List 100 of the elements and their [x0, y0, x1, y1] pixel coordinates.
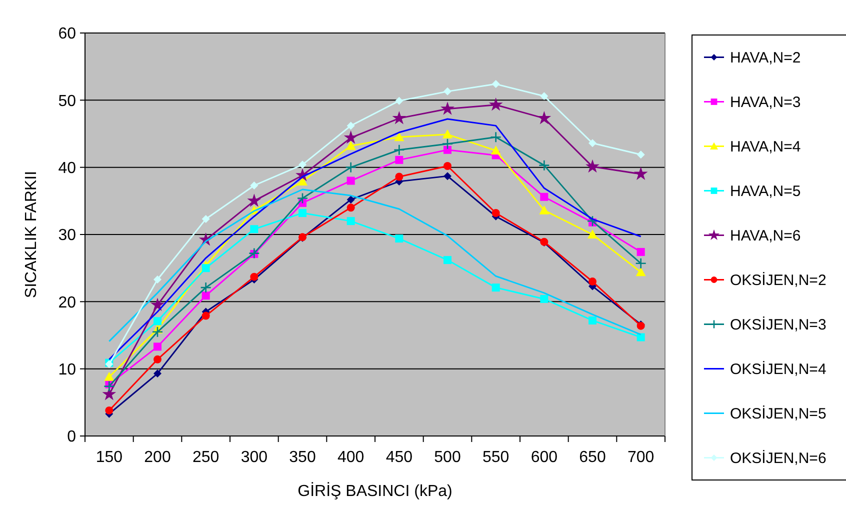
point: [344, 130, 358, 144]
x-tick-label: 350: [289, 449, 316, 466]
y-tick-label: 50: [58, 92, 76, 110]
point: [492, 209, 500, 218]
point: [346, 217, 355, 226]
point: [636, 248, 645, 256]
y-axis-title: SICAKLIK FARKII: [23, 170, 40, 298]
legend-label: OKSİJEN,N=6: [730, 449, 826, 467]
x-axis-title: GİRİŞ BASINCI (kPa): [298, 482, 452, 500]
x-tick-label: 600: [530, 449, 558, 466]
point: [298, 209, 306, 218]
point: [104, 372, 114, 381]
point: [395, 172, 404, 181]
point: [492, 284, 500, 292]
point: [490, 131, 502, 143]
point: [250, 225, 258, 234]
point: [538, 160, 550, 171]
point: [440, 102, 454, 115]
point: [444, 256, 452, 264]
legend-label: OKSİJEN,N=4: [730, 360, 826, 378]
point: [635, 258, 646, 270]
point: [588, 316, 596, 324]
point: [586, 159, 600, 173]
point: [442, 129, 452, 138]
point: [392, 110, 406, 124]
x-tick-label: 200: [144, 449, 171, 466]
point: [104, 380, 115, 392]
point: [540, 294, 548, 303]
point: [588, 139, 596, 148]
x-tick-label: 450: [386, 449, 413, 466]
point: [586, 215, 598, 227]
legend-label: HAVA,N=5: [730, 183, 801, 200]
point: [346, 204, 355, 212]
point: [250, 272, 258, 281]
point: [250, 181, 258, 190]
x-tick-label: 300: [240, 449, 268, 466]
point: [202, 264, 210, 272]
point: [154, 342, 162, 351]
x-tick-label: 550: [482, 449, 510, 466]
legend-label: OKSİJEN,N=5: [730, 404, 826, 422]
point: [394, 132, 404, 142]
point: [442, 138, 454, 150]
x-tick-label: 500: [434, 449, 461, 466]
point: [346, 196, 355, 204]
point: [492, 80, 500, 88]
point: [152, 326, 164, 338]
point: [488, 98, 503, 111]
point: [395, 234, 404, 243]
point: [444, 146, 452, 154]
point: [346, 122, 355, 130]
point: [105, 406, 114, 414]
point: [588, 278, 596, 286]
point: [540, 92, 548, 100]
y-tick-label: 30: [58, 227, 76, 244]
point: [296, 192, 308, 204]
point: [395, 156, 404, 164]
point: [588, 230, 598, 238]
point: [490, 146, 501, 155]
y-tick-label: 10: [58, 361, 76, 378]
x-tick-label: 150: [96, 449, 123, 466]
point: [444, 87, 452, 96]
point: [346, 176, 355, 185]
legend-label: OKSİJEN,N=3: [730, 316, 826, 334]
x-tick-label: 650: [579, 449, 606, 466]
y-tick-label: 0: [67, 428, 76, 446]
point: [444, 172, 452, 180]
point: [247, 194, 262, 207]
legend-label: HAVA,N=3: [730, 94, 801, 111]
point: [636, 333, 645, 342]
point: [345, 162, 356, 173]
point: [200, 282, 212, 294]
x-tick-label: 250: [192, 449, 220, 466]
point: [298, 160, 306, 169]
point: [537, 110, 552, 124]
point: [634, 166, 648, 180]
legend-label: HAVA,N=2: [730, 50, 801, 66]
y-tick-label: 60: [58, 26, 76, 43]
point: [636, 267, 646, 276]
point: [346, 140, 356, 150]
point: [202, 312, 210, 320]
point: [102, 387, 116, 400]
point: [202, 215, 210, 224]
legend-label: HAVA,N=4: [730, 138, 801, 156]
x-tick-label: 400: [337, 449, 364, 466]
point: [202, 292, 210, 300]
point: [154, 355, 162, 364]
legend-label: OKSİJEN,N=2: [730, 271, 826, 289]
point: [540, 192, 548, 201]
point: [154, 370, 162, 378]
y-tick-label: 40: [58, 160, 76, 177]
point: [395, 96, 404, 105]
point: [444, 162, 452, 170]
legend-label: HAVA,N=6: [730, 228, 801, 244]
point: [154, 317, 162, 326]
y-tick-label: 20: [58, 294, 76, 312]
point: [394, 144, 405, 156]
point: [539, 205, 550, 214]
point: [636, 150, 645, 159]
x-tick-label: 700: [627, 449, 654, 466]
point: [150, 298, 164, 311]
